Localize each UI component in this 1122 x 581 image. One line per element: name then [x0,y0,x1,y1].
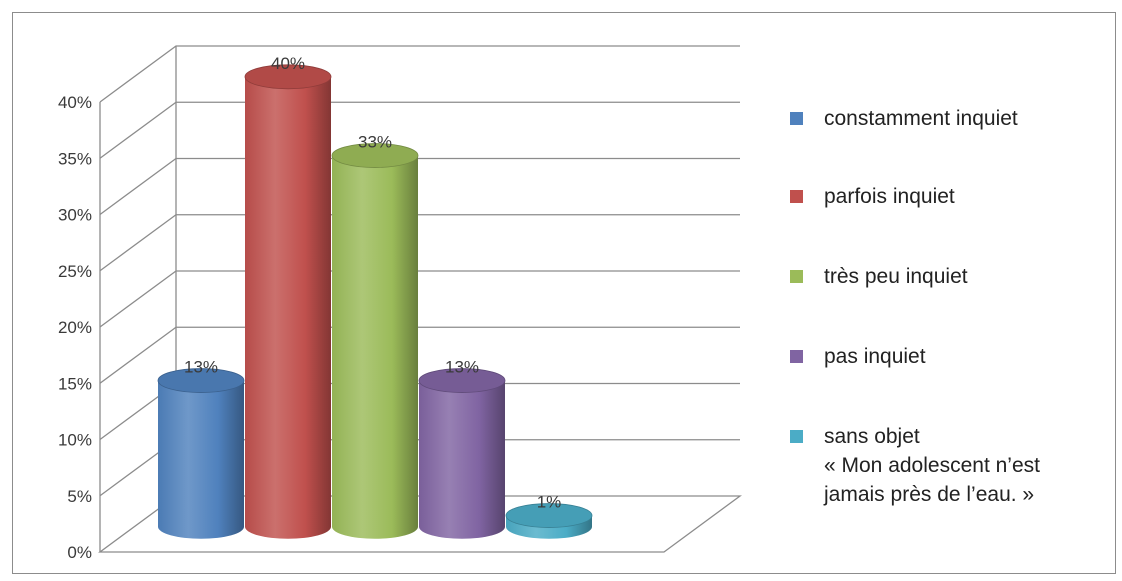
gridline [99,101,740,159]
legend-label-line: « Mon adolescent n’est [824,454,1040,477]
legend-label-line: parfois inquiet [824,185,955,208]
y-tick-label: 5% [67,487,92,506]
gridline [99,270,740,328]
bar [157,368,245,539]
gridlines [99,45,740,497]
legend-label-line: très peu inquiet [824,265,968,288]
bars [157,64,593,539]
data-label: 1% [537,493,562,512]
legend-swatch [790,350,803,363]
y-tick-label: 10% [58,431,92,450]
legend-label-line: constamment inquiet [824,107,1018,130]
y-tick-label: 30% [58,206,92,225]
bar-body [158,380,244,539]
legend-label: très peu inquiet [824,262,968,291]
y-tick-label: 20% [58,318,92,337]
gridline [99,214,740,272]
legend-item: parfois inquiet [790,182,955,211]
data-label: 13% [445,358,479,377]
gridline [99,157,740,216]
legend-label: pas inquiet [824,342,926,371]
legend-swatch [790,270,803,283]
bar-chart: 0% 5% 10% 15% 20% 25% 30% 35% 40% 13% 40% 33% 13% 1% [58,45,742,562]
legend-label: parfois inquiet [824,182,955,211]
bar-top [331,143,419,168]
legend-label: constamment inquiet [824,104,1018,133]
legend-swatch [790,190,803,203]
legend-swatch [790,112,803,125]
legend-label-line: sans objet [824,425,920,448]
bar [505,503,593,539]
data-label: 33% [358,133,392,152]
data-label: 13% [184,358,218,377]
y-tick-label: 0% [67,543,92,562]
bar-top [505,503,593,528]
y-axis-tick-labels: 0% 5% 10% 15% 20% 25% 30% 35% 40% [58,93,92,562]
legend-label-line: jamais près de l’eau. » [824,483,1035,506]
bar-body [332,155,418,539]
bar-body [245,76,331,539]
y-tick-label: 15% [58,374,92,393]
y-tick-label: 25% [58,262,92,281]
legend-item: constamment inquiet [790,104,1018,133]
legend-item: pas inquiet [790,342,926,371]
gridline [99,45,740,103]
bar [331,143,419,539]
legend-swatch [790,430,803,443]
bar [418,368,506,539]
legend-item: très peu inquiet [790,262,968,291]
data-label: 40% [271,54,305,73]
gridline [99,326,740,384]
legend-item: sans objet « Mon adolescent n’est jamais p… [790,422,1040,509]
chart-floor [98,495,742,553]
bar-body [419,380,505,539]
data-labels: 13% 40% 33% 13% 1% [184,54,561,512]
bar-top [157,368,245,393]
bar-top [244,64,332,90]
bar-top [418,368,506,393]
legend-label: sans objet « Mon adolescent n’est jamais p… [824,422,1040,509]
y-tick-label: 40% [58,93,92,112]
bar [244,64,332,539]
legend-label-line: pas inquiet [824,345,926,368]
y-tick-label: 35% [58,149,92,168]
